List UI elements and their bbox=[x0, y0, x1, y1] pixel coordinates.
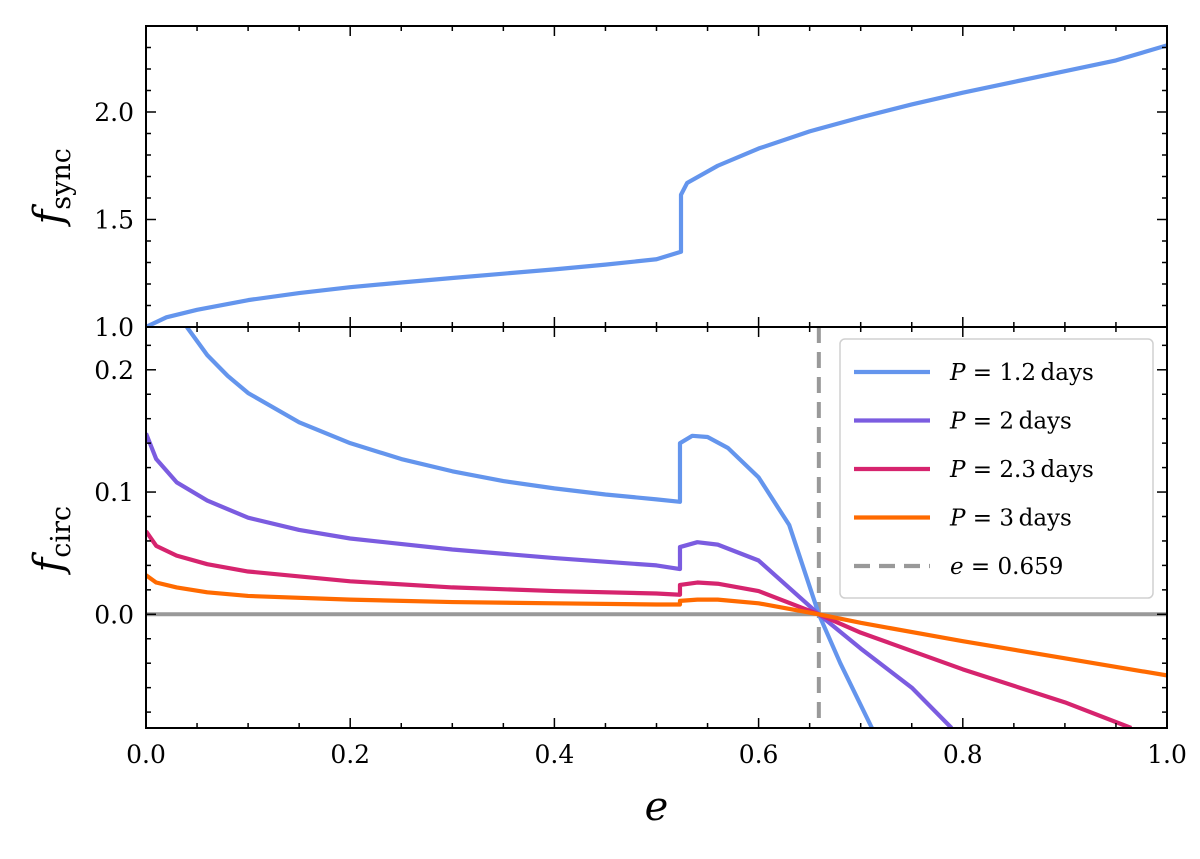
top-panel: 1.0 1.5 2.0 fsync bbox=[26, 25, 1168, 342]
legend-var: e bbox=[950, 554, 964, 580]
legend-label-4: e = 0.659 bbox=[950, 554, 1063, 580]
legend-label-1: P = 2 days bbox=[949, 409, 1072, 435]
top-ylabel: fsync bbox=[26, 148, 77, 227]
legend-eq: = 0.659 bbox=[964, 554, 1064, 580]
legend-var: P bbox=[949, 360, 966, 386]
xtick-label: 0.0 bbox=[126, 740, 166, 769]
bottom-series-line-0 bbox=[185, 327, 874, 728]
bottom-ytick-label: 0.0 bbox=[94, 600, 134, 629]
xtick-label: 0.4 bbox=[535, 740, 575, 769]
top-ylabel-sub: sync bbox=[46, 148, 77, 210]
top-plot-area bbox=[146, 43, 1167, 327]
xtick-label: 0.6 bbox=[739, 740, 779, 769]
legend-eq: = 2.3 days bbox=[965, 457, 1093, 483]
top-panel-frame bbox=[145, 25, 1168, 328]
legend-label-3: P = 3 days bbox=[949, 506, 1072, 532]
bottom-ylabel: fcirc bbox=[26, 506, 77, 576]
top-ytick-label: 1.0 bbox=[94, 313, 134, 342]
legend-var: P bbox=[949, 457, 966, 483]
bottom-ytick-label: 0.2 bbox=[94, 356, 134, 385]
legend-eq: = 3 days bbox=[965, 506, 1071, 532]
bottom-panel: 0.0 0.1 0.2 0.0 0.2 0.4 0.6 0.8 1.0 e fcirc P = 1.2… bbox=[26, 326, 1187, 830]
xtick-label: 0.8 bbox=[943, 740, 983, 769]
bottom-panel-frame bbox=[145, 326, 1168, 729]
top-series-line-0 bbox=[146, 43, 1167, 327]
xlabel: e bbox=[645, 784, 669, 830]
top-ytick-label: 1.5 bbox=[94, 206, 134, 235]
xtick-label: 0.2 bbox=[330, 740, 370, 769]
bottom-series-line-3 bbox=[146, 573, 1167, 678]
bottom-plot-area bbox=[146, 327, 1167, 728]
legend-var: P bbox=[949, 409, 966, 435]
legend-eq: = 2 days bbox=[965, 409, 1071, 435]
top-ytick-label: 2.0 bbox=[94, 98, 134, 127]
legend-var: P bbox=[949, 506, 966, 532]
bottom-series-line-2 bbox=[146, 529, 1133, 728]
legend-eq: = 1.2 days bbox=[965, 360, 1093, 386]
xtick-label: 1.0 bbox=[1147, 740, 1187, 769]
bottom-ylabel-sub: circ bbox=[46, 506, 77, 558]
bottom-series-line-1 bbox=[146, 432, 954, 728]
legend-box bbox=[839, 338, 1154, 599]
legend-label-2: P = 2.3 days bbox=[949, 457, 1094, 483]
legend-label-0: P = 1.2 days bbox=[949, 360, 1094, 386]
bottom-ytick-label: 0.1 bbox=[94, 478, 134, 507]
